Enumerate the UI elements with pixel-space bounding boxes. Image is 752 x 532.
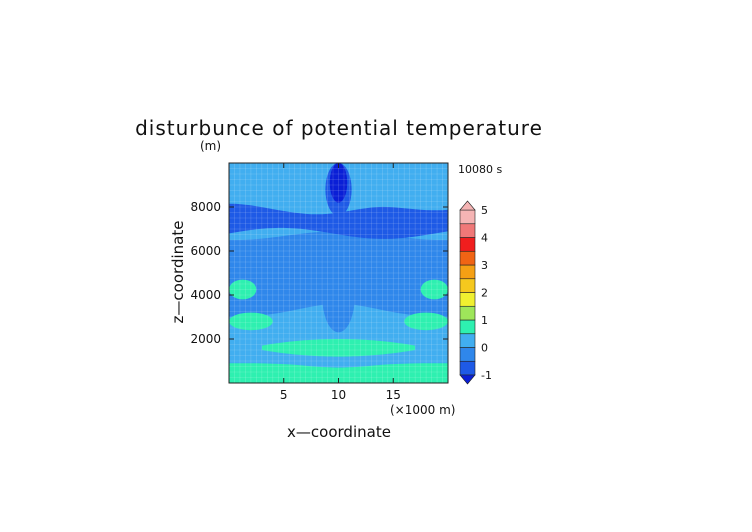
colorbar-segment [459,333,476,348]
contour-central-negative-blob [322,257,355,333]
contour-left-low-lobe [229,312,273,331]
colorbar-segment [459,237,476,252]
x-tick-label: 5 [280,388,288,402]
y-tick-label: 2000 [190,332,221,346]
colorbar-extend-top [459,200,476,211]
y-axis-label: z—coordinate [169,221,187,324]
time-label: 10080 s [458,163,502,176]
contour-core-minimum [329,163,348,203]
x-axis: 5 10 15 [280,163,401,402]
colorbar-segment [459,250,476,266]
colorbar-tick-label: 5 [481,204,488,217]
y-axis: 2000 4000 6000 8000 [190,200,448,346]
x-unit-label: (×1000 m) [390,403,455,417]
colorbar-segment [459,305,476,321]
colorbar: -1 0 1 2 3 4 5 [459,200,492,385]
colorbar-segment [459,360,476,376]
colorbar-tick-label: 2 [481,287,488,300]
contour-upper-negative-band [229,203,448,239]
colorbar-extend-bottom [459,374,476,385]
contour-right-positive-lobe [420,279,448,300]
colorbar-tick-label: 0 [481,342,488,355]
colorbar-segment [459,319,476,335]
colorbar-segment [459,264,476,280]
colorbar-segment [459,278,476,293]
y-tick-label: 8000 [190,200,221,214]
contour-left-positive-lobe [229,279,257,300]
y-unit-label: (m) [200,139,221,153]
colorbar-segment [459,292,476,307]
chart-title: disturbunce of potential temperature [135,116,543,140]
x-axis-label: x—coordinate [287,423,391,441]
plot-grid [229,163,448,383]
colorbar-tick-label: 1 [481,314,488,327]
y-tick-label: 4000 [190,288,221,302]
contour-right-low-lobe [404,312,448,331]
x-tick-label: 15 [386,388,401,402]
colorbar-tick-label: 3 [481,259,488,272]
y-tick-label: 6000 [190,244,221,258]
colorbar-segment [459,209,476,225]
colorbar-segment [459,347,476,362]
colorbar-tick-label: -1 [481,369,492,382]
colorbar-tick-label: 4 [481,232,488,245]
contour-middle-positive-band [261,339,416,357]
x-tick-label: 10 [331,388,346,402]
colorbar-segment [459,223,476,238]
